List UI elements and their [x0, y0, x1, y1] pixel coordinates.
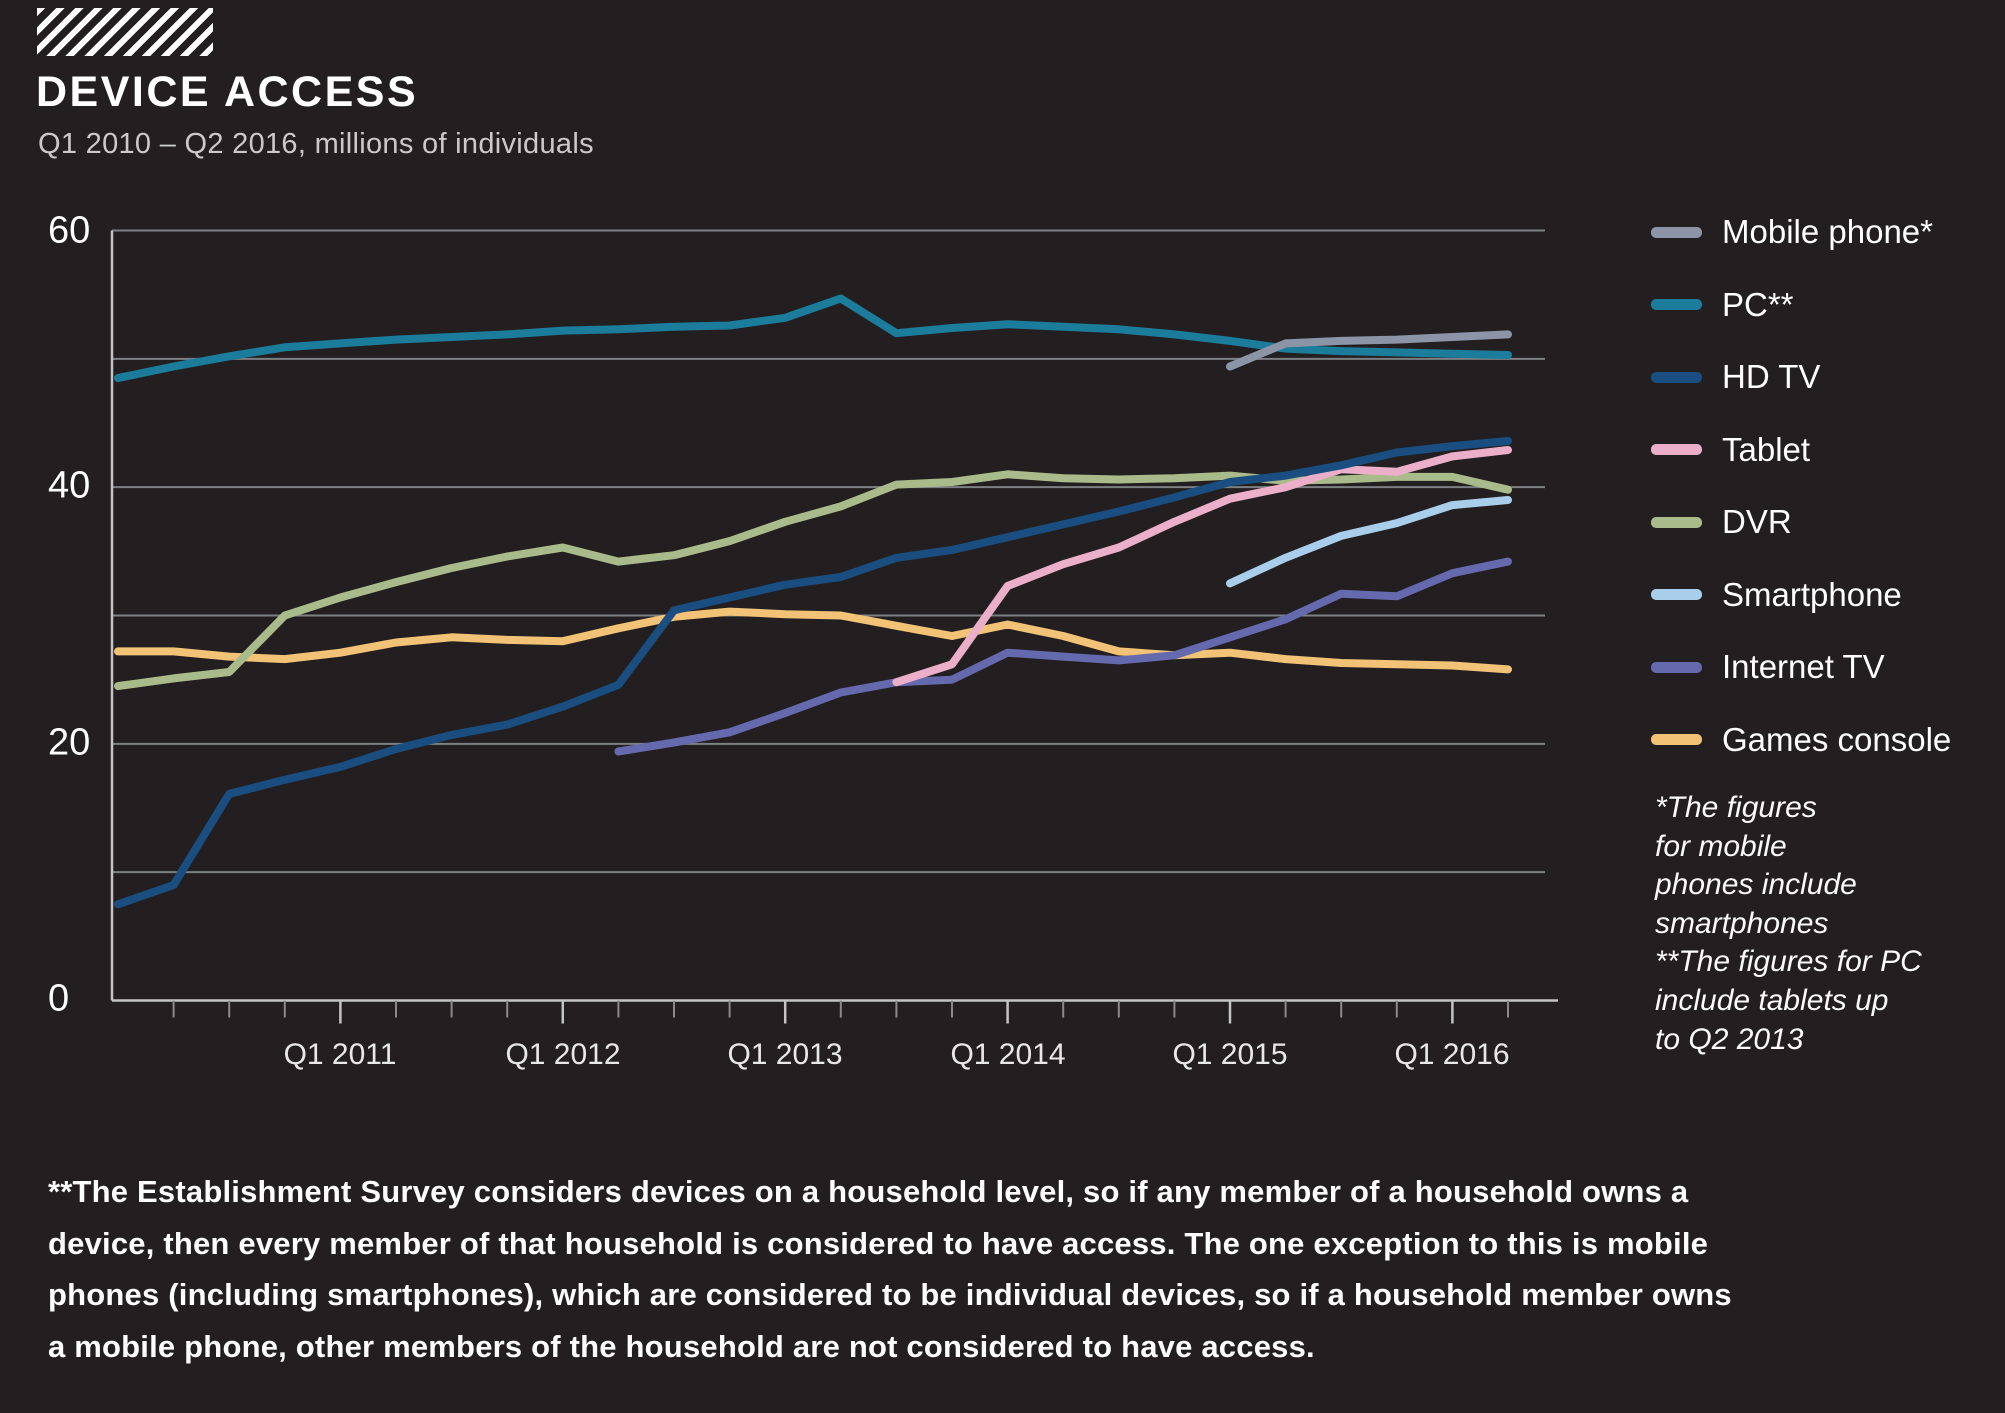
series-line-mobile-phone [1226, 330, 1512, 371]
legend-label: PC** [1722, 285, 1794, 323]
legend-item-hd-tv: HD TV [1651, 341, 1951, 414]
establishment-survey-note: **The Establishment Survey considers dev… [48, 1166, 1732, 1372]
legend-item-tablet: Tablet [1651, 414, 1951, 487]
note-line: phones (including smartphones), which ar… [48, 1277, 1732, 1312]
series-line-tablet [892, 446, 1512, 687]
footnote-line: for mobile [1655, 829, 1787, 863]
mobile-phone-swatch-icon [1651, 226, 1702, 238]
footnote-line: phones include [1655, 868, 1857, 902]
legend-item-games-console: Games console [1651, 704, 1951, 777]
legend-footnote: *The figures for mobile phones include smar… [1655, 789, 1922, 1059]
pc-swatch-icon [1651, 299, 1702, 311]
y-axis-label-0: 0 [48, 977, 70, 1020]
chart-legend: Mobile phone* PC** HD TV Tablet DVR Smar… [1651, 196, 1951, 776]
x-axis-label-2014: Q1 2014 [950, 1038, 1066, 1071]
tablet-swatch-icon [1651, 444, 1702, 456]
smartphone-swatch-icon [1651, 589, 1702, 601]
legend-item-internet-tv: Internet TV [1651, 631, 1951, 704]
footnote-line: *The figures [1655, 791, 1817, 824]
series-line-internet-tv [614, 557, 1512, 756]
note-line: a mobile phone, other members of the hou… [48, 1328, 1315, 1364]
legend-label: Tablet [1722, 430, 1811, 468]
y-axis-label-20: 20 [48, 721, 91, 764]
series-line-hd-tv [114, 437, 1512, 909]
hd-tv-swatch-icon [1651, 371, 1702, 383]
x-axis-label-2012: Q1 2012 [505, 1038, 621, 1071]
series-line-games-console [114, 607, 1512, 674]
x-axis-label-2015: Q1 2015 [1172, 1038, 1288, 1071]
y-axis-label-40: 40 [48, 464, 91, 507]
y-axis-label-60: 60 [48, 209, 91, 252]
legend-label: Games console [1722, 720, 1952, 758]
hatched-stripes-logo [37, 8, 213, 56]
games-console-swatch-icon [1651, 734, 1702, 746]
note-line: **The Establishment Survey considers dev… [48, 1174, 1689, 1209]
page-title: DEVICE ACCESS [36, 68, 419, 116]
legend-label: Smartphone [1722, 575, 1902, 613]
page-subtitle: Q1 2010 – Q2 2016, millions of individua… [38, 128, 594, 160]
legend-item-dvr: DVR [1651, 486, 1951, 559]
x-axis-label-2016: Q1 2016 [1394, 1038, 1510, 1071]
x-axis-label-2011: Q1 2011 [283, 1038, 397, 1071]
legend-item-smartphone: Smartphone [1651, 559, 1951, 632]
legend-label: Mobile phone* [1722, 213, 1933, 251]
footnote-line: smartphones [1655, 906, 1829, 940]
legend-item-pc: PC** [1651, 269, 1951, 342]
legend-label: Internet TV [1722, 648, 1885, 686]
series-line-smartphone [1226, 496, 1512, 588]
x-axis-label-2013: Q1 2013 [727, 1038, 843, 1071]
legend-label: HD TV [1722, 358, 1821, 396]
series-line-pc [114, 294, 1512, 383]
dvr-swatch-icon [1651, 516, 1702, 528]
note-line: device, then every member of that househ… [48, 1225, 1709, 1261]
internet-tv-swatch-icon [1651, 661, 1702, 673]
footnote-line: to Q2 2013 [1655, 1022, 1804, 1056]
legend-item-mobile-phone: Mobile phone* [1651, 196, 1951, 269]
footnote-line: **The figures for PC [1655, 945, 1922, 979]
legend-label: DVR [1722, 503, 1792, 541]
footnote-line: include tablets up [1655, 983, 1889, 1017]
